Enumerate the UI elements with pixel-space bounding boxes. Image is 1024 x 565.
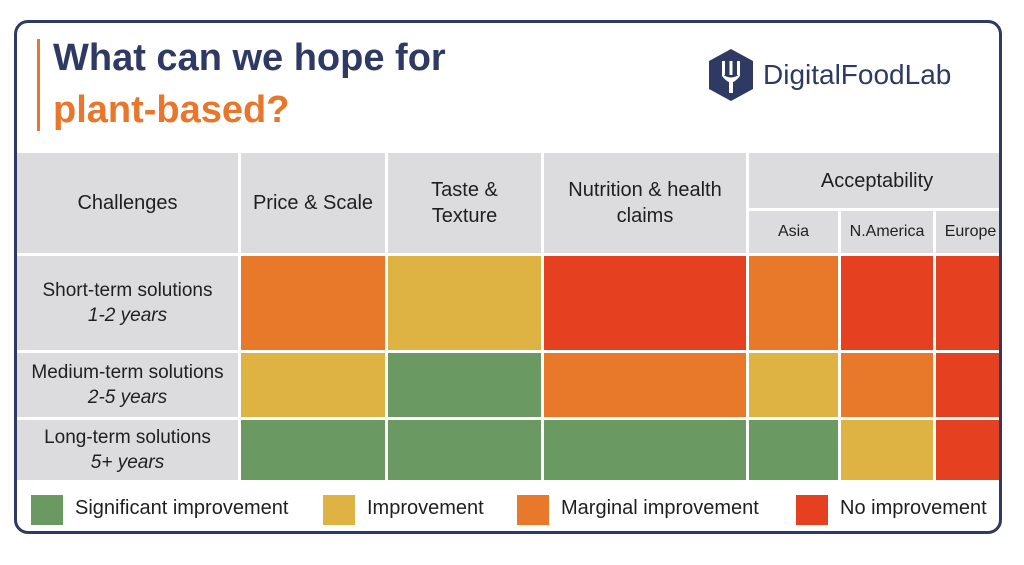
row-label-text: Medium-term solutions xyxy=(31,362,224,383)
title-line-1: What can we hope for xyxy=(53,37,446,79)
row-label-text: Short-term solutions xyxy=(42,280,213,301)
column-header: Price & Scale xyxy=(241,153,385,253)
heatmap-cell xyxy=(749,420,838,480)
heatmap-cell xyxy=(841,420,933,480)
row-label: Short-term solutions 1-2 years xyxy=(17,256,238,350)
heatmap-cell xyxy=(544,353,746,417)
legend-swatch xyxy=(323,495,355,525)
column-header: Taste & Texture xyxy=(388,153,541,253)
heatmap-cell xyxy=(388,420,541,480)
row-label-years: 1-2 years xyxy=(87,305,168,326)
heatmap-cell xyxy=(749,256,838,350)
legend-swatch xyxy=(796,495,828,525)
heatmap-cell xyxy=(749,353,838,417)
title-line-2: plant-based? xyxy=(53,89,290,131)
column-subheader: Europe xyxy=(936,211,999,253)
legend-label: No improvement xyxy=(840,497,987,519)
heatmap-cell xyxy=(241,420,385,480)
heatmap-cell xyxy=(841,256,933,350)
heatmap-cell xyxy=(388,353,541,417)
corner-header: Challenges xyxy=(17,153,238,253)
heatmap-cell xyxy=(544,420,746,480)
logo: DigitalFoodLab xyxy=(707,43,951,107)
legend-swatch xyxy=(517,495,549,525)
heatmap-cell xyxy=(241,353,385,417)
title-accent-bar xyxy=(37,39,40,131)
group-header-acceptability: Acceptability xyxy=(749,153,999,208)
row-label-years: 5+ years xyxy=(90,452,165,473)
column-subheader: Asia xyxy=(749,211,838,253)
column-subheader: N.America xyxy=(841,211,933,253)
legend: Significant improvement Improvement Margin… xyxy=(17,483,999,531)
legend-label: Improvement xyxy=(367,497,484,519)
heatmap-grid: Challenges Price & Scale Taste & Texture Nu… xyxy=(17,23,999,531)
logo-text: DigitalFoodLab xyxy=(763,59,952,90)
row-label-years: 2-5 years xyxy=(87,387,168,408)
heatmap-cell xyxy=(936,420,999,480)
legend-swatch xyxy=(31,495,63,525)
heatmap-cell xyxy=(936,256,999,350)
heatmap-cell xyxy=(544,256,746,350)
heatmap-cell xyxy=(241,256,385,350)
row-label: Medium-term solutions 2-5 years xyxy=(17,353,238,417)
legend-label: Marginal improvement xyxy=(561,497,759,519)
heatmap-cell xyxy=(388,256,541,350)
heatmap-cell xyxy=(936,353,999,417)
legend-label: Significant improvement xyxy=(75,497,289,519)
row-label: Long-term solutions 5+ years xyxy=(17,420,238,480)
column-header: Nutrition & health claims xyxy=(544,153,746,253)
heatmap-cell xyxy=(841,353,933,417)
infographic-card: What can we hope for plant-based? Digita… xyxy=(14,20,1002,534)
fork-hexagon-icon xyxy=(709,49,753,101)
row-label-text: Long-term solutions xyxy=(44,427,211,448)
